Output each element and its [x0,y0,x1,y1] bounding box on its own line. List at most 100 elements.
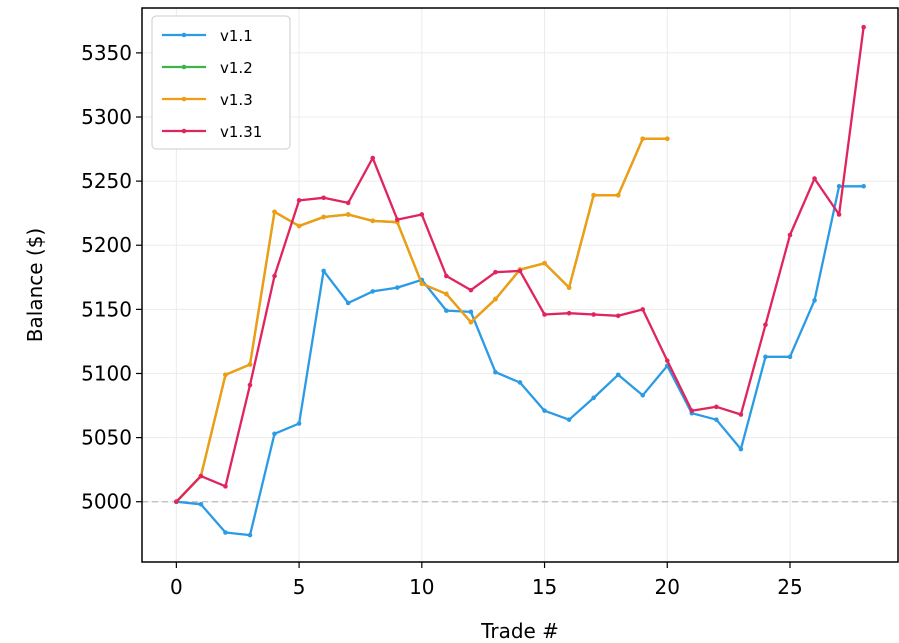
data-point [419,281,425,287]
data-point [664,358,670,363]
y-tick-label: 5350 [81,41,132,65]
data-point [296,198,302,203]
data-point [247,362,253,367]
data-point [640,136,646,142]
data-point [591,395,596,401]
data-point [272,431,277,437]
data-point [394,285,400,290]
data-point [272,209,277,215]
data-point [738,412,744,417]
data-point [763,322,768,328]
data-point [345,200,351,206]
data-point [615,372,621,378]
data-point [787,232,793,238]
legend-marker [181,128,187,134]
data-point [370,155,376,161]
series-line [176,185,864,537]
data-point [223,484,228,489]
series-v1-31 [174,24,866,505]
y-tick-label: 5000 [81,490,132,514]
x-axis-ticks: 0 5 10 15 20 25 [170,562,803,599]
data-point [468,287,474,293]
data-point [836,183,842,189]
x-tick-label: 0 [170,575,183,599]
data-point [370,289,376,294]
y-tick-label: 5200 [81,233,132,257]
data-point [468,309,474,315]
data-point [493,296,498,302]
data-point [566,417,572,422]
data-point [493,269,498,275]
legend-box [151,15,291,150]
data-point [444,308,449,313]
y-axis-ticks: 5000 5050 5100 5150 5200 5250 5300 5350 [81,41,142,514]
data-point [321,195,326,201]
y-tick-label: 5100 [81,361,132,385]
data-point [640,392,646,398]
data-point [247,382,253,388]
series-group [174,24,866,538]
data-point [763,354,768,360]
data-point [664,136,670,142]
y-axis-title: Balance ($) [23,228,47,342]
data-point [370,218,376,224]
data-point [321,268,326,274]
legend-label: v1.1 [220,27,253,45]
legend-marker [181,96,187,102]
data-point [714,404,719,410]
data-point [296,421,302,426]
data-point [566,285,572,290]
data-point [296,223,302,229]
y-tick-label: 5250 [81,169,132,193]
data-point [615,313,621,319]
data-point [419,212,425,217]
data-point [493,369,498,375]
data-point [640,307,646,312]
data-point [861,24,866,30]
y-tick-label: 5050 [81,426,132,450]
data-point [542,312,547,317]
data-point [272,273,277,279]
x-tick-label: 15 [532,575,557,599]
data-point [689,408,695,413]
data-point [812,176,817,181]
data-point [836,212,842,217]
data-point [247,532,253,538]
data-point [517,268,523,274]
x-tick-label: 10 [409,575,434,599]
data-point [591,312,596,317]
data-point [321,214,326,220]
data-point [542,260,547,266]
data-point [198,473,204,479]
data-point [861,183,866,189]
data-point [345,212,351,217]
legend-label: v1.2 [220,59,253,77]
data-point [812,298,817,303]
x-tick-label: 25 [777,575,802,599]
data-point [714,417,719,422]
data-point [615,192,621,198]
data-point [444,273,449,279]
legend-label: v1.31 [220,123,262,141]
data-point [345,300,351,306]
legend: v1.1 v1.2 v1.3 v1.31 [151,15,291,150]
x-tick-label: 5 [293,575,306,599]
legend-marker [181,64,187,70]
data-point [223,530,228,535]
data-point [517,380,523,385]
plot-frame [141,7,899,563]
data-point [468,319,474,325]
data-point [444,291,449,297]
data-point [787,354,793,360]
data-point [198,501,204,507]
data-point [394,217,400,222]
data-point [591,192,596,198]
data-point [542,408,547,413]
data-point [223,372,228,378]
x-tick-label: 20 [655,575,680,599]
y-tick-label: 5300 [81,105,132,129]
legend-marker [181,32,187,38]
x-axis-title: Trade # [480,619,559,643]
data-point [738,446,744,452]
